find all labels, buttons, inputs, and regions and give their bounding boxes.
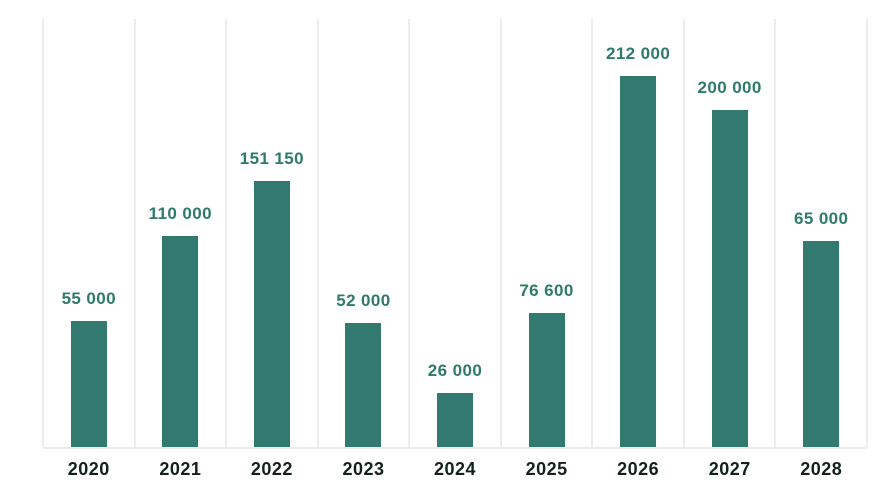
gridline (408, 19, 411, 447)
chart-column-2026: 212 000 (592, 19, 684, 447)
x-axis-label: 2022 (250, 459, 293, 479)
x-axis-label: 2027 (708, 459, 751, 479)
x-axis-label: 2028 (800, 459, 843, 479)
x-axis-label: 2024 (434, 459, 477, 479)
bar-value-label: 110 000 (148, 204, 212, 223)
bar-value-label: 52 000 (336, 291, 391, 310)
bar-2025 (528, 313, 565, 447)
bar-2021 (162, 236, 199, 447)
bar-value-label: 65 000 (794, 209, 849, 228)
gridline (225, 19, 228, 447)
plot-area: 55 000 110 000 151 150 52 000 26 000 76 600 21… (42, 19, 868, 449)
bar-2023 (345, 323, 382, 447)
bar-value-label: 76 600 (519, 281, 574, 300)
bar-value-label: 212 000 (605, 44, 671, 63)
gridline (499, 19, 502, 447)
chart-column-2020: 55 000 (43, 19, 135, 447)
x-axis: 2020 2021 2022 2023 2024 2025 2026 2027 2028 (43, 459, 867, 480)
gridline (133, 19, 136, 447)
gridline (774, 19, 777, 447)
x-axis-label: 2020 (67, 459, 110, 479)
chart-column-2021: 110 000 (135, 19, 227, 447)
bar-value-label: 151 150 (239, 149, 305, 168)
bar-2027 (711, 110, 748, 447)
gridline (42, 19, 44, 447)
bar-value-label: 26 000 (427, 361, 483, 380)
bar-2028 (803, 241, 840, 447)
chart-column-2023: 52 000 (318, 19, 410, 447)
gridline (682, 19, 685, 447)
bar-value-label: 55 000 (61, 289, 116, 308)
x-axis-label: 2023 (342, 459, 385, 479)
x-axis-label: 2026 (617, 459, 660, 479)
bar-2020 (70, 321, 107, 447)
gridline (316, 19, 319, 447)
chart-column-2027: 200 000 (684, 19, 776, 447)
x-axis-label: 2025 (525, 459, 568, 479)
chart-column-2024: 26 000 (409, 19, 501, 447)
bar-2024 (436, 393, 473, 447)
chart-column-2028: 65 000 (775, 19, 867, 447)
bar-2026 (620, 76, 657, 447)
bar-2022 (253, 181, 290, 447)
chart-column-2022: 151 150 (226, 19, 318, 447)
gridline (866, 19, 868, 447)
chart-column-2025: 76 600 (501, 19, 593, 447)
x-axis-label: 2021 (159, 459, 202, 479)
gridline (591, 19, 594, 447)
bar-value-label: 200 000 (697, 78, 762, 97)
